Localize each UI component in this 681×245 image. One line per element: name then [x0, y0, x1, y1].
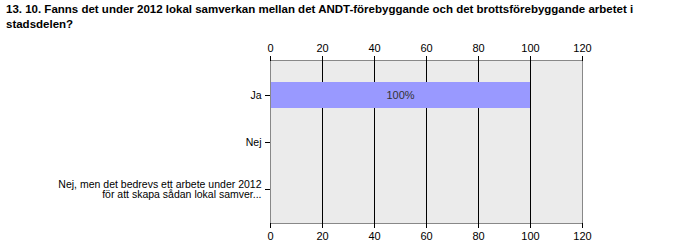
svg-text:Ja: Ja [250, 89, 261, 101]
svg-text:60: 60 [420, 230, 432, 242]
svg-text:40: 40 [368, 42, 380, 54]
svg-text:40: 40 [368, 230, 380, 242]
svg-text:120: 120 [573, 42, 591, 54]
svg-text:Nej, men det bedrevs ett arbet: Nej, men det bedrevs ett arbete under 20… [58, 178, 261, 201]
svg-text:20: 20 [316, 230, 328, 242]
svg-text:100: 100 [521, 230, 539, 242]
svg-text:60: 60 [420, 42, 432, 54]
svg-text:100: 100 [521, 42, 539, 54]
html-text:13. 10. Fanns det under 2012 l: 13. 10. Fanns det under 2012 lokal samve… [6, 3, 634, 30]
svg-text:0: 0 [267, 42, 273, 54]
svg-text:100%: 100% [386, 89, 414, 101]
svg-text:80: 80 [472, 230, 484, 242]
svg-text:80: 80 [472, 42, 484, 54]
svg-text:Nej: Nej [246, 136, 262, 148]
svg-text:120: 120 [573, 230, 591, 242]
svg-text:0: 0 [267, 230, 273, 242]
svg-text:20: 20 [316, 42, 328, 54]
